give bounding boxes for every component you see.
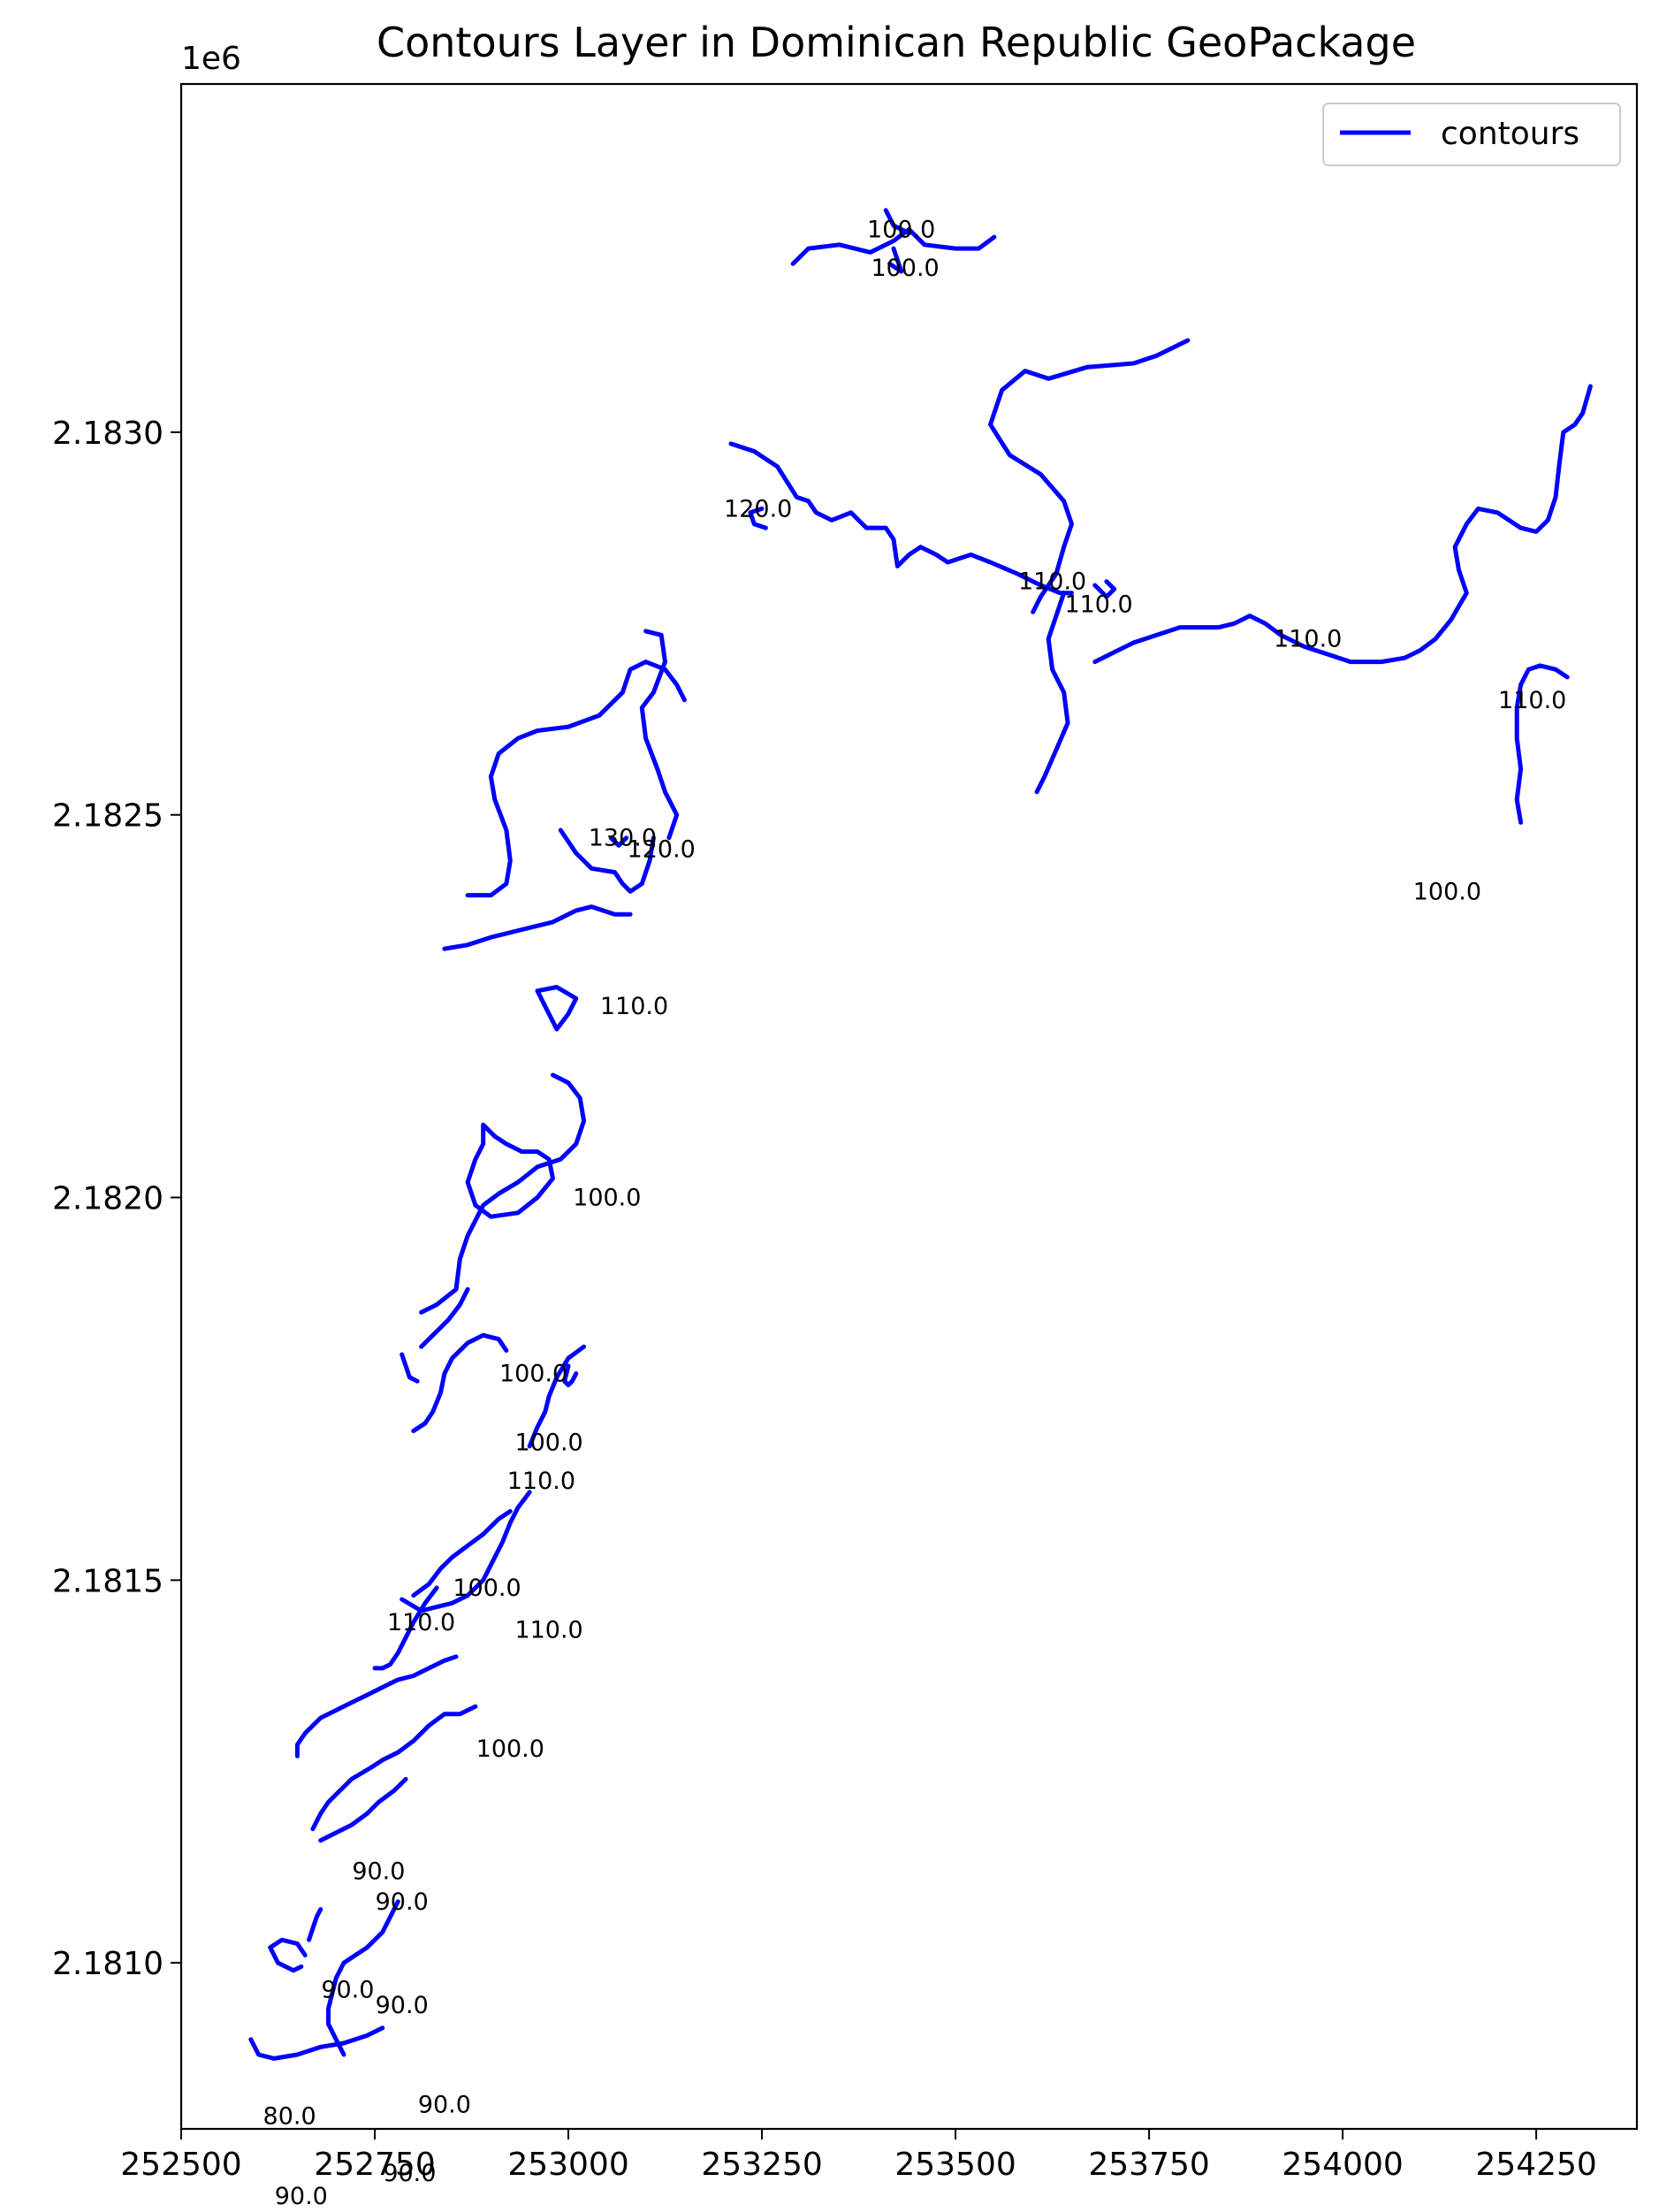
- contour-value-label: 110.0: [600, 993, 668, 1020]
- contour-value-label: 90.0: [352, 1857, 405, 1885]
- contour-value-label: 110.0: [387, 1609, 455, 1636]
- contour-line-11: [558, 828, 656, 894]
- contour-value-label: 110.0: [1018, 568, 1086, 596]
- contour-line-15: [535, 985, 579, 1032]
- contour-value-label: 100.0: [1413, 878, 1481, 905]
- contour-line-13: [465, 660, 687, 898]
- contour-line-32: [248, 2025, 385, 2061]
- x-tick-label: 253250: [701, 2147, 822, 2183]
- contour-line-5: [748, 506, 768, 530]
- chart-title: Contours Layer in Dominican Republic Geo…: [377, 19, 1416, 66]
- contour-line-6: [1092, 579, 1117, 599]
- y-tick-label: 2.1820: [52, 1181, 164, 1217]
- contour-line-3: [988, 338, 1191, 614]
- contour-value-label: 100.0: [499, 1361, 567, 1388]
- x-tick-label: 254000: [1282, 2147, 1403, 2183]
- contour-value-label: 100.0: [871, 255, 939, 282]
- contour-line-17: [465, 1122, 555, 1219]
- contour-value-label: 90.0: [376, 1992, 429, 2019]
- y-axis: 2.1810 2.1815 2.1820 2.1825 2.1830: [52, 416, 181, 1982]
- contour-labels: 100.0100.0120.0110.0110.0110.0110.0130.0…: [263, 217, 1567, 2211]
- contour-line-20: [411, 1332, 509, 1433]
- contour-value-label: 110.0: [514, 1617, 582, 1644]
- contour-value-label: 110.0: [1274, 626, 1342, 653]
- contour-value-label: 90.0: [321, 1977, 374, 2004]
- contour-line-1: [883, 208, 911, 236]
- contour-line-12: [608, 835, 629, 848]
- legend-box: [1322, 103, 1621, 166]
- contour-line-25: [372, 1585, 439, 1671]
- contour-value-label: 120.0: [724, 495, 792, 522]
- legend-label-contours: contours: [1441, 116, 1579, 152]
- contour-line-2: [887, 246, 904, 274]
- contour-value-label: 90.0: [376, 1888, 429, 1916]
- y-tick-label: 2.1810: [52, 1946, 164, 1982]
- contour-value-label: 130.0: [589, 825, 657, 852]
- contour-line-29: [326, 1899, 400, 2057]
- contour-value-label: 90.0: [275, 2183, 328, 2210]
- y-tick-label: 2.1825: [52, 798, 164, 835]
- contour-value-label: 100.0: [867, 217, 935, 244]
- x-tick-label: 253750: [1088, 2147, 1209, 2183]
- contour-line-23: [400, 1490, 532, 1613]
- contour-value-label: 90.0: [383, 2160, 436, 2187]
- contour-line-31: [268, 1937, 308, 1973]
- contours-series: [248, 208, 1593, 2061]
- contour-line-21: [562, 1363, 579, 1388]
- contour-value-label: 110.0: [507, 1468, 575, 1495]
- y-tick-label: 2.1815: [52, 1563, 164, 1599]
- contour-line-22: [400, 1352, 420, 1384]
- contour-line-10: [639, 629, 680, 841]
- contour-line-16: [419, 1072, 587, 1315]
- contour-value-label: 100.0: [514, 1430, 582, 1457]
- contour-value-label: 100.0: [453, 1575, 521, 1602]
- contour-line-8: [1092, 384, 1593, 665]
- contour-line-19: [419, 1286, 470, 1349]
- contour-line-27: [318, 1776, 408, 1843]
- contour-value-label: 120.0: [628, 836, 696, 864]
- plot-frame: [179, 82, 1639, 2131]
- x-tick-label: 254250: [1475, 2147, 1596, 2183]
- contour-line-26: [294, 1654, 459, 1758]
- legend: contours: [1322, 103, 1621, 166]
- contour-line-30: [307, 1907, 323, 1942]
- x-tick-label: 252500: [120, 2147, 241, 2183]
- contour-value-label: 110.0: [1498, 687, 1566, 714]
- y-tick-label: 2.1830: [52, 416, 164, 452]
- contour-line-14: [442, 904, 633, 951]
- contour-line-9: [1514, 663, 1570, 825]
- y-offset-label: 1e6: [181, 41, 241, 77]
- contour-value-label: 100.0: [476, 1735, 544, 1763]
- contour-line-0: [790, 227, 997, 266]
- x-axis: 252500 252750 253000 253250 253500 253750 2540…: [120, 2129, 1597, 2183]
- x-tick-label: 253500: [894, 2147, 1016, 2183]
- contour-value-label: 80.0: [263, 2102, 316, 2130]
- contour-line-28: [310, 1704, 478, 1832]
- contour-value-label: 90.0: [418, 2091, 471, 2118]
- contour-line-4: [728, 441, 1074, 596]
- contour-line-18: [527, 1344, 587, 1449]
- contour-value-label: 110.0: [1064, 591, 1132, 619]
- contour-line-24: [411, 1508, 513, 1598]
- x-tick-label: 252750: [314, 2147, 435, 2183]
- contour-value-label: 100.0: [573, 1185, 641, 1212]
- x-tick-label: 253000: [507, 2147, 628, 2183]
- contour-line-7: [1034, 591, 1070, 795]
